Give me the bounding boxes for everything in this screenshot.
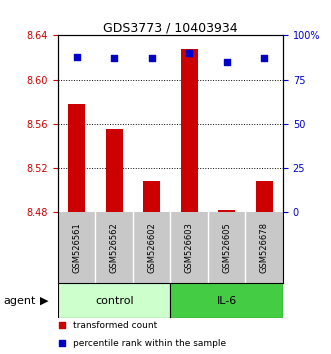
Text: control: control [95, 296, 133, 306]
Point [74, 54, 79, 59]
Point [149, 56, 154, 61]
Point [187, 50, 192, 56]
Bar [256, 181, 273, 212]
Text: agent: agent [3, 296, 36, 306]
Text: percentile rank within the sample: percentile rank within the sample [72, 339, 226, 348]
Bar [218, 210, 235, 212]
Point [224, 59, 229, 65]
Bar [143, 181, 160, 212]
Text: GSM526678: GSM526678 [260, 222, 269, 273]
Point [112, 56, 117, 61]
Bar [181, 48, 198, 212]
Bar [68, 104, 85, 212]
Text: GSM526562: GSM526562 [110, 222, 119, 273]
Bar [58, 283, 170, 318]
Text: IL-6: IL-6 [216, 296, 237, 306]
Bar [106, 129, 122, 212]
Point [60, 322, 65, 328]
Point [60, 341, 65, 346]
Text: ▶: ▶ [40, 296, 48, 306]
Bar [170, 283, 283, 318]
Text: transformed count: transformed count [72, 321, 157, 330]
Point [261, 56, 267, 61]
Text: GSM526561: GSM526561 [72, 222, 81, 273]
Text: GSM526602: GSM526602 [147, 222, 156, 273]
Title: GDS3773 / 10403934: GDS3773 / 10403934 [103, 21, 238, 34]
Text: GSM526603: GSM526603 [185, 222, 194, 273]
Text: GSM526605: GSM526605 [222, 222, 231, 273]
